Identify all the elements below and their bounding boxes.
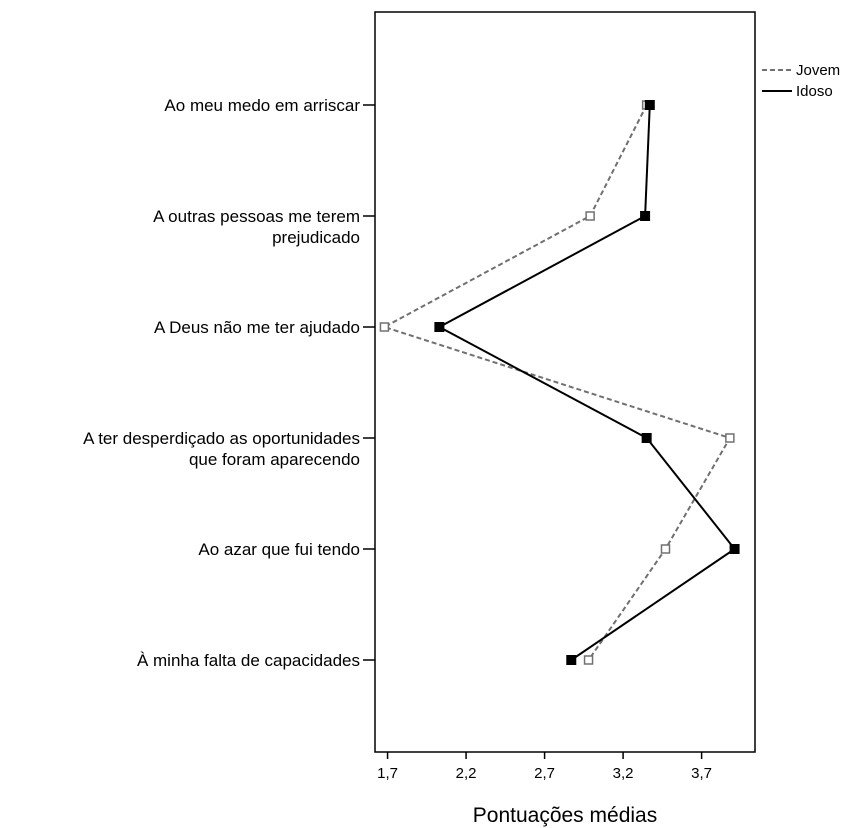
point-jovem — [585, 211, 595, 221]
point-jovem — [583, 655, 594, 665]
series-layer — [379, 100, 740, 665]
point-jovem — [379, 322, 390, 332]
category-label: prejudicado — [272, 228, 360, 247]
series-line-idoso — [437, 104, 737, 661]
point-jovem — [725, 433, 735, 443]
plot-area — [374, 11, 756, 753]
point-idoso — [729, 544, 740, 554]
x-axis: 1,7 2,2 2,7 3,2 3,7 — [377, 752, 712, 782]
point-idoso — [640, 211, 651, 221]
x-tick-label: 2,7 — [534, 765, 555, 782]
legend-label-idoso: Idoso — [796, 83, 833, 100]
category-label: que foram aparecendo — [189, 450, 360, 469]
series-line-jovem — [381, 104, 732, 661]
x-tick-label: 2,2 — [456, 765, 477, 782]
legend: Jovem Idoso — [762, 62, 840, 100]
category-label: À minha falta de capacidades — [137, 651, 360, 670]
point-idoso — [644, 100, 655, 110]
category-label: A Deus não me ter ajudado — [154, 318, 360, 337]
point-idoso — [566, 655, 577, 665]
point-idoso — [434, 322, 445, 332]
y-axis: Ao meu medo em arriscar A outras pessoas … — [83, 96, 375, 670]
point-jovem — [660, 544, 671, 554]
x-tick-label: 1,7 — [377, 765, 398, 782]
x-tick-label: 3,2 — [613, 765, 634, 782]
legend-label-jovem: Jovem — [796, 62, 840, 79]
x-tick-label: 3,7 — [691, 765, 712, 782]
category-label: Ao meu medo em arriscar — [164, 96, 360, 115]
category-label: A ter desperdiçado as oportunidades — [83, 429, 360, 448]
x-axis-title: Pontuações médias — [473, 804, 657, 827]
point-idoso — [641, 433, 652, 443]
category-label: A outras pessoas me terem — [153, 207, 360, 226]
category-label: Ao azar que fui tendo — [198, 540, 360, 559]
